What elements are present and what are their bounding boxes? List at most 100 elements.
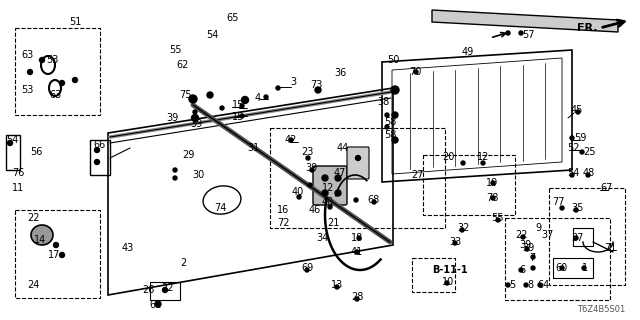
Text: 72: 72 [276, 218, 289, 228]
Text: 64: 64 [537, 280, 549, 290]
Circle shape [72, 77, 77, 83]
Circle shape [461, 161, 465, 165]
Text: 73: 73 [310, 80, 322, 90]
Text: 18: 18 [351, 233, 363, 243]
Circle shape [582, 266, 586, 270]
Circle shape [95, 159, 99, 164]
Circle shape [460, 228, 464, 232]
Text: 54: 54 [6, 135, 18, 145]
Text: 11: 11 [12, 183, 24, 193]
Text: 42: 42 [285, 135, 297, 145]
Circle shape [385, 113, 389, 117]
Text: 1: 1 [582, 263, 588, 273]
Text: 69: 69 [301, 263, 313, 273]
Circle shape [491, 196, 495, 200]
Text: 55: 55 [169, 45, 181, 55]
Circle shape [496, 218, 500, 222]
Circle shape [305, 268, 309, 272]
Text: 54: 54 [206, 30, 218, 40]
Text: 7: 7 [529, 253, 535, 263]
Circle shape [163, 287, 168, 292]
Text: 47: 47 [334, 168, 346, 178]
Text: 71: 71 [604, 243, 616, 253]
Polygon shape [432, 10, 618, 32]
Text: B-11-1: B-11-1 [432, 265, 468, 275]
Text: 35: 35 [571, 203, 583, 213]
Text: 12: 12 [477, 152, 489, 162]
Text: 70: 70 [409, 67, 421, 77]
Text: 19: 19 [486, 178, 498, 188]
Text: 40: 40 [292, 187, 304, 197]
Text: 58: 58 [384, 130, 396, 140]
Text: 28: 28 [351, 292, 363, 302]
Text: 37: 37 [571, 233, 583, 243]
Text: 5: 5 [509, 280, 515, 290]
Circle shape [241, 97, 248, 103]
Circle shape [580, 150, 584, 154]
Circle shape [240, 114, 244, 118]
Text: 78: 78 [486, 193, 498, 203]
Text: 63: 63 [21, 50, 33, 60]
Ellipse shape [31, 225, 53, 245]
Circle shape [560, 206, 564, 210]
Text: 37: 37 [541, 230, 553, 240]
Circle shape [355, 297, 359, 301]
Text: 49: 49 [462, 47, 474, 57]
Text: 2: 2 [180, 258, 186, 268]
Circle shape [525, 247, 529, 251]
Text: 50: 50 [387, 55, 399, 65]
Circle shape [155, 301, 161, 307]
Circle shape [193, 110, 197, 114]
Circle shape [524, 283, 528, 287]
Circle shape [322, 175, 328, 181]
Text: 43: 43 [122, 243, 134, 253]
Circle shape [481, 161, 485, 165]
Text: 62: 62 [177, 60, 189, 70]
Circle shape [570, 136, 574, 140]
Circle shape [306, 156, 310, 160]
Circle shape [189, 95, 197, 103]
Circle shape [506, 31, 510, 35]
Text: 30: 30 [192, 170, 204, 180]
Text: 27: 27 [412, 170, 424, 180]
Text: 24: 24 [27, 280, 39, 290]
Text: 52: 52 [567, 143, 579, 153]
Circle shape [576, 110, 580, 114]
Text: 17: 17 [48, 250, 60, 260]
Circle shape [308, 183, 312, 187]
Circle shape [60, 81, 65, 85]
Text: 76: 76 [12, 168, 24, 178]
Circle shape [519, 268, 523, 272]
Circle shape [60, 252, 65, 258]
Text: 48: 48 [583, 168, 595, 178]
Circle shape [445, 281, 449, 285]
Text: 39: 39 [305, 163, 317, 173]
Circle shape [335, 175, 341, 181]
Circle shape [372, 200, 376, 204]
Text: 4: 4 [255, 93, 261, 103]
Text: 23: 23 [301, 147, 313, 157]
Circle shape [40, 58, 45, 62]
Text: 13: 13 [331, 280, 343, 290]
Circle shape [8, 140, 13, 146]
Text: 40: 40 [322, 197, 334, 207]
Text: 63: 63 [49, 90, 61, 100]
Text: 25: 25 [583, 147, 595, 157]
Text: 29: 29 [182, 150, 194, 160]
Text: 6: 6 [519, 265, 525, 275]
Text: 10: 10 [442, 277, 454, 287]
Text: 39: 39 [522, 243, 534, 253]
Text: 20: 20 [442, 152, 454, 162]
Text: 56: 56 [30, 147, 42, 157]
Circle shape [355, 250, 359, 254]
Circle shape [335, 285, 339, 289]
Text: 15: 15 [232, 112, 244, 122]
Circle shape [570, 173, 574, 177]
Text: 22: 22 [162, 283, 174, 293]
Circle shape [453, 241, 457, 245]
Circle shape [538, 283, 542, 287]
Circle shape [491, 181, 495, 185]
Circle shape [95, 148, 99, 153]
Circle shape [240, 104, 244, 108]
Circle shape [521, 235, 525, 239]
